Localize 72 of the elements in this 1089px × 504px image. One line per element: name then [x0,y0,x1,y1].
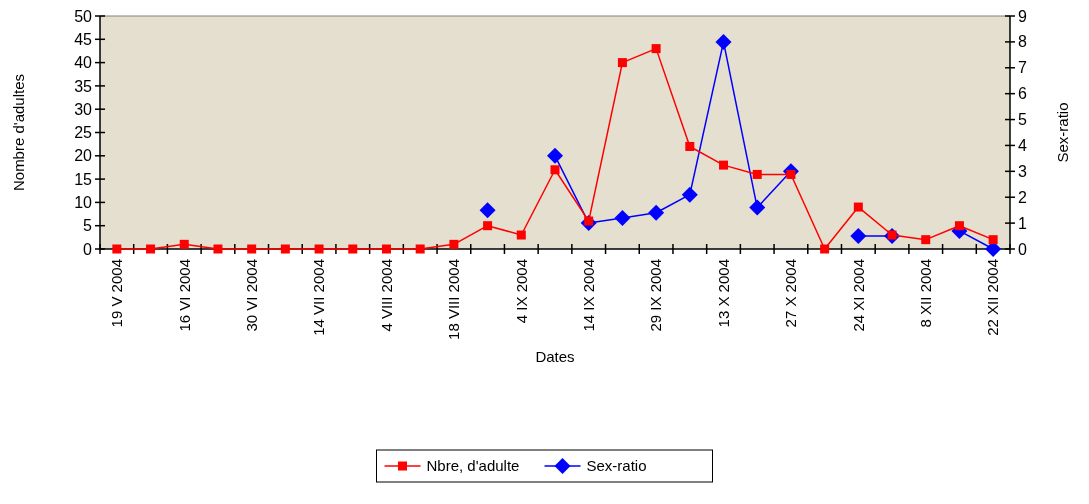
x-tick-label: 16 VI 2004 [175,259,193,332]
point [280,244,290,254]
x-tick-label: 13 X 2004 [714,259,732,328]
point [213,244,223,254]
y-tick-label: 15 [74,170,93,188]
y-tick-label: 50 [74,7,93,25]
y-tick-label: 0 [83,240,93,258]
point [820,244,830,254]
point [550,165,560,175]
y-axis-title: Nombre d'adultes [10,73,27,192]
x-tick-label: 24 XI 2004 [849,259,867,332]
x-tick-label: 29 IX 2004 [647,259,665,332]
point [752,169,762,179]
x-tick-label: 18 VIII 2004 [445,259,463,340]
x-tick-label: 14 VII 2004 [310,259,328,336]
point [850,228,867,245]
y2-tick-label: 3 [1018,162,1027,180]
y-tick-label: 5 [83,217,93,235]
point [853,202,863,212]
x-tick-label: 30 VI 2004 [242,259,260,332]
point [516,230,526,240]
point [348,244,358,254]
point [651,44,661,54]
point [483,221,493,231]
x-tick-label: 22 XII 2004 [984,259,1002,336]
point [685,141,695,151]
x-tick-label: 4 IX 2004 [512,259,530,324]
y-tick-label: 20 [74,147,93,165]
point [719,160,729,170]
point [681,186,698,203]
x-tick-label: 14 IX 2004 [579,259,597,332]
point [146,244,156,254]
point [614,209,631,226]
y2-tick-label: 5 [1018,111,1027,129]
point [112,244,122,254]
y2-tick-label: 9 [1018,7,1027,25]
y-tick-label: 10 [74,194,93,211]
point [921,235,931,245]
point [179,239,189,249]
y2-tick-label: 4 [1018,137,1027,155]
y-tick-label: 30 [74,100,93,118]
point [617,58,627,68]
x-tick-label: 4 VIII 2004 [377,259,395,332]
x-axis-title: Dates [535,348,575,365]
y2-tick-label: 0 [1018,240,1027,258]
point [715,33,732,50]
point [648,204,665,221]
point [314,244,324,254]
y-tick-label: 25 [74,124,93,142]
point [749,199,766,216]
y-tick-label: 35 [74,77,93,95]
x-tick-label: 27 X 2004 [782,259,800,328]
y2-tick-label: 6 [1018,85,1027,103]
y-tick-label: 40 [74,54,93,72]
point [247,244,257,254]
x-tick-label: 19 V 2004 [108,259,126,328]
point [479,202,496,219]
legend-label: Nbre, d'adulte [426,457,520,475]
point [381,244,391,254]
point [954,221,964,231]
y2-tick-label: 8 [1018,33,1027,51]
point [988,235,998,245]
y-tick-label: 45 [74,30,93,48]
y2-tick-label: 7 [1018,59,1027,77]
point [415,244,425,254]
y2-tick-label: 1 [1018,214,1027,232]
x-tick-label: 8 XII 2004 [916,259,934,328]
point [547,147,563,164]
y2-axis-title: Sex-ratio [1054,102,1071,163]
y2-tick-label: 2 [1018,188,1027,206]
legend-label: Sex-ratio [586,457,647,475]
point [449,239,459,249]
